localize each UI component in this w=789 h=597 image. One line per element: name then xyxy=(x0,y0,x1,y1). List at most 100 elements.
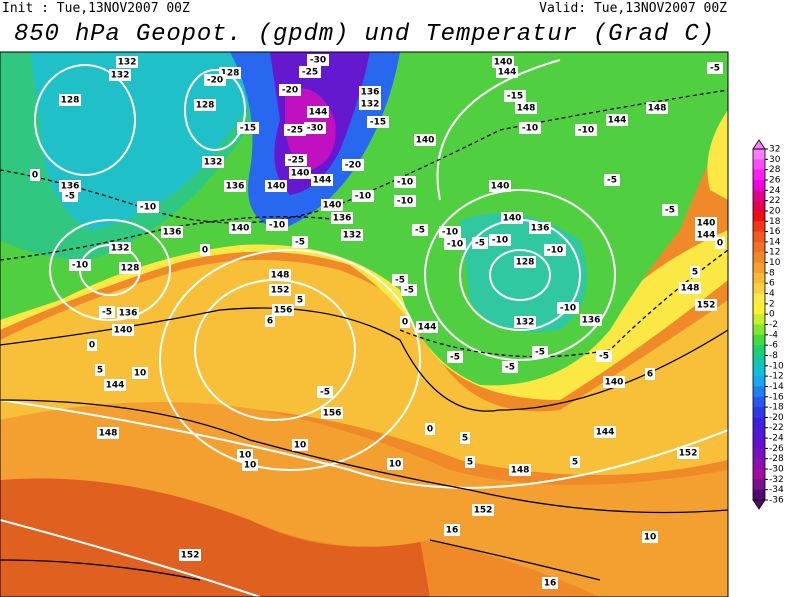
colorbar-label: 10 xyxy=(769,258,781,268)
map-field xyxy=(0,51,729,597)
label-box xyxy=(509,464,531,476)
contour-label: 144 xyxy=(596,428,615,438)
label-box xyxy=(292,439,308,451)
label-box xyxy=(194,99,216,111)
label-box xyxy=(695,229,717,241)
contour-label: 128 xyxy=(61,96,80,106)
label-box xyxy=(387,458,403,470)
colorbar-label: 8 xyxy=(769,268,775,278)
label-box xyxy=(321,407,343,419)
colorbar-swatch xyxy=(753,479,765,491)
colorbar-swatch xyxy=(753,355,765,367)
colorbar-swatch xyxy=(753,293,765,305)
colorbar-label: -20 xyxy=(769,413,784,423)
colorbar-label: -8 xyxy=(769,351,778,361)
label-box xyxy=(132,367,148,379)
contour-label: 144 xyxy=(608,116,627,126)
colorbar-swatch xyxy=(753,334,765,346)
contour-label: -25 xyxy=(287,126,303,136)
contour-label: 10 xyxy=(389,460,402,470)
contour-label: 140 xyxy=(697,219,716,229)
contour-label: 148 xyxy=(517,104,536,114)
label-box xyxy=(69,259,91,271)
contour-label: 0 xyxy=(202,246,208,256)
colorbar-swatch xyxy=(753,159,765,171)
label-box xyxy=(575,124,597,136)
label-box xyxy=(715,237,725,249)
label-box xyxy=(392,274,408,286)
label-box xyxy=(200,244,210,256)
label-box xyxy=(99,306,115,318)
colorbar-label: -32 xyxy=(769,475,784,485)
label-box xyxy=(237,122,259,134)
colorbar-swatch xyxy=(753,283,765,295)
label-box xyxy=(179,549,201,561)
colorbar: 32302826242220181614121086420-2-4-6-8-10… xyxy=(752,139,784,510)
label-box xyxy=(359,86,381,98)
contour-label: -10 xyxy=(578,126,594,136)
contour-label: 132 xyxy=(516,318,535,328)
contour-label: 152 xyxy=(697,301,716,311)
label-box xyxy=(265,315,275,327)
label-box xyxy=(557,302,579,314)
label-box xyxy=(202,156,224,168)
contour-label: -5 xyxy=(599,352,609,362)
contour-label: 5 xyxy=(97,366,103,376)
colorbar-swatch xyxy=(753,179,765,191)
colorbar-label: 22 xyxy=(769,196,780,206)
label-box xyxy=(489,234,511,246)
contour-label: -15 xyxy=(240,124,256,134)
contour-label: -10 xyxy=(355,192,371,202)
contour-label: -5 xyxy=(450,353,460,363)
label-box xyxy=(97,427,119,439)
label-box xyxy=(119,262,141,274)
colorbar-label: 24 xyxy=(769,186,781,196)
contour-label: 0 xyxy=(402,318,408,328)
colorbar-label: -34 xyxy=(769,485,784,495)
label-box xyxy=(662,204,678,216)
colorbar-label: -4 xyxy=(769,330,778,340)
contour-label: 140 xyxy=(291,169,310,179)
label-box xyxy=(542,577,558,589)
label-box xyxy=(604,174,620,186)
label-box xyxy=(460,432,470,444)
contour-label: 148 xyxy=(511,466,530,476)
label-box xyxy=(307,106,329,118)
contour-label: -10 xyxy=(522,124,538,134)
colorbar-swatch xyxy=(753,314,765,325)
label-box xyxy=(59,94,81,106)
colorbar-label: 28 xyxy=(769,165,781,175)
colorbar-swatch xyxy=(753,365,765,377)
colorbar-swatch xyxy=(753,149,765,160)
contour-label: 144 xyxy=(498,68,517,78)
colorbar-label: -16 xyxy=(769,392,784,402)
label-box xyxy=(515,102,537,114)
contour-label: 128 xyxy=(516,258,535,268)
label-box xyxy=(570,456,580,468)
colorbar-swatch xyxy=(753,386,765,398)
label-box xyxy=(514,256,536,268)
label-box xyxy=(331,212,353,224)
colorbar-label: -24 xyxy=(769,434,784,444)
contour-label: 144 xyxy=(106,381,125,391)
colorbar-label: 32 xyxy=(769,145,780,155)
label-box xyxy=(544,244,566,256)
colorbar-swatch xyxy=(753,376,765,387)
colorbar-swatch xyxy=(753,438,765,449)
contour-label: 140 xyxy=(323,201,342,211)
contour-label: -5 xyxy=(65,192,75,202)
contour-label: 144 xyxy=(313,176,332,186)
contour-label: 128 xyxy=(196,101,215,111)
label-box xyxy=(707,62,723,74)
contour-label: -10 xyxy=(492,236,508,246)
contour-label: -25 xyxy=(288,156,304,166)
contour-label: 140 xyxy=(503,214,522,224)
colorbar-swatch xyxy=(753,262,765,274)
contour-label: 140 xyxy=(267,182,286,192)
contour-label: 156 xyxy=(323,409,342,419)
colorbar-label: 18 xyxy=(769,217,781,227)
label-box xyxy=(112,324,134,336)
label-box xyxy=(501,212,523,224)
contour-label: 140 xyxy=(416,136,435,146)
label-box xyxy=(295,294,305,306)
